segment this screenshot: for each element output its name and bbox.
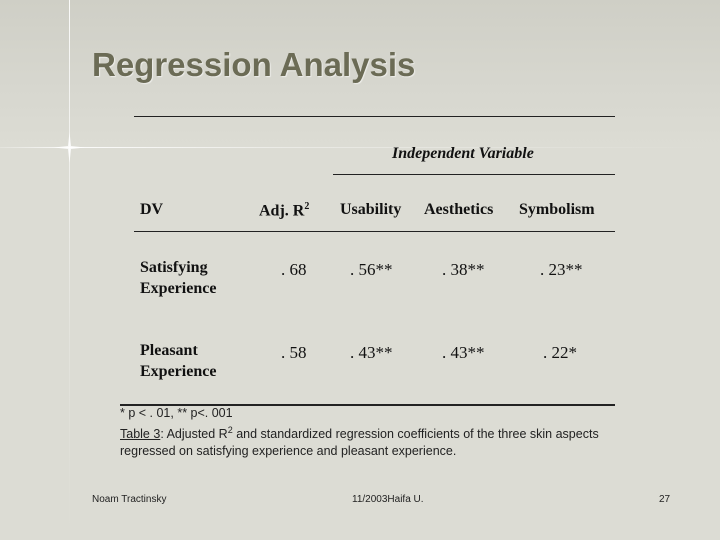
table-top-rule (134, 116, 615, 117)
table-cell-adj-r2: . 68 (281, 260, 307, 279)
caption-label: Table 3 (120, 427, 161, 442)
independent-variable-header: Independent Variable (392, 145, 534, 162)
table-cell-usability: . 43** (350, 343, 393, 362)
decorative-horizontal-line (0, 147, 720, 148)
footer-date: 11/2003Haifa U. (352, 494, 424, 505)
sparkle-icon (54, 132, 85, 163)
column-header-usability: Usability (340, 201, 402, 218)
slide-header-band (0, 0, 720, 148)
table-notes: * p < . 01, ** p<. 001 Table 3: Adjusted… (120, 405, 620, 460)
significance-note: * p < . 01, ** p<. 001 (120, 406, 233, 420)
column-header-adj-r2: Adj. R2 (259, 201, 310, 220)
column-header-dv: DV (140, 201, 164, 218)
table-row-label: Pleasant Experience (140, 342, 217, 380)
column-header-aesthetics: Aesthetics (424, 201, 494, 218)
footer-author: Noam Tractinsky (92, 494, 167, 505)
table-cell-symbolism: . 22* (543, 343, 577, 362)
table-row-label: Satisfying Experience (140, 259, 217, 297)
table-cell-adj-r2: . 58 (281, 343, 307, 362)
group-header-rule (333, 174, 615, 175)
table-cell-aesthetics: . 38** (442, 260, 485, 279)
decorative-vertical-line (69, 0, 70, 540)
table-bottom-rule (120, 404, 615, 406)
header-bottom-rule (134, 231, 615, 232)
table-caption: Table 3: Adjusted R2 and standardized re… (120, 425, 599, 459)
table-cell-aesthetics: . 43** (442, 343, 485, 362)
slide-number: 27 (659, 494, 671, 505)
table-cell-usability: . 56** (350, 260, 393, 279)
column-header-symbolism: Symbolism (519, 201, 595, 218)
slide-title: Regression Analysis (92, 46, 416, 83)
table-cell-symbolism: . 23** (540, 260, 583, 279)
